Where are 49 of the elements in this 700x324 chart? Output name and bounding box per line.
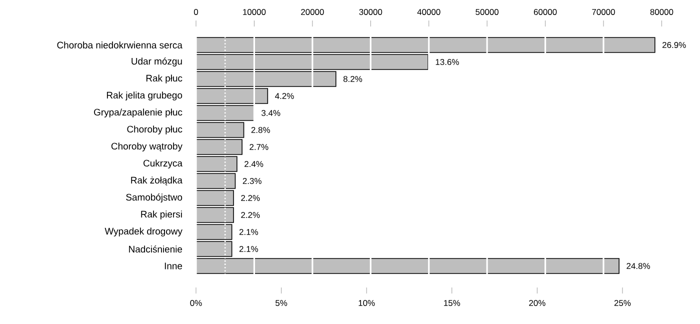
data-label: 13.6% <box>436 59 459 65</box>
bar <box>196 105 254 121</box>
x2-tick-label: 80000 <box>650 8 674 15</box>
y-tick-label: Choroba niedokrwienna serca <box>57 42 182 48</box>
bar <box>196 258 620 274</box>
x2-tick-label: 10000 <box>243 8 266 15</box>
x-tick-label: 25% <box>614 300 631 306</box>
data-label: 2.2% <box>241 212 260 218</box>
x-tick-label: 0% <box>190 300 202 306</box>
data-label: 2.3% <box>242 178 262 184</box>
data-label: 2.4% <box>244 161 264 167</box>
y-tick-label: Choroby wątroby <box>111 142 182 152</box>
x2-tick-label: 40000 <box>417 8 440 15</box>
y-tick-label: Grypa/zapalenie płuc <box>94 108 182 118</box>
y-tick-label: Udar mózgu <box>132 58 182 66</box>
y-tick-label: Samobójstwo <box>126 194 182 202</box>
x-tick-label: 20% <box>529 300 546 306</box>
data-label: 24.8% <box>626 263 650 269</box>
y-tick-label: Wypadek drogowy <box>104 228 182 236</box>
bar <box>196 122 244 138</box>
x-tick-label: 10% <box>358 300 375 306</box>
x2-tick-label: 30000 <box>359 8 382 15</box>
y-tick-label: Inne <box>164 262 182 270</box>
data-label: 2.2% <box>241 195 260 201</box>
x-tick-label: 15% <box>444 300 460 306</box>
y-tick-label: Rak płuc <box>146 74 182 84</box>
y-tick-label: Rak żołądka <box>131 176 182 186</box>
bar <box>196 54 428 70</box>
x2-tick-label: 50000 <box>476 8 499 15</box>
y-tick-label: Cukrzyca <box>144 160 182 168</box>
data-label: 3.4% <box>262 110 280 116</box>
bar <box>196 71 336 87</box>
data-label: 4.2% <box>275 93 294 99</box>
data-label: 2.1% <box>239 246 258 252</box>
data-label: 2.8% <box>251 127 270 133</box>
x2-tick-label: 20000 <box>301 8 324 15</box>
data-label: 2.7% <box>250 144 268 150</box>
y-tick-label: Choroby płuc <box>127 126 182 134</box>
y-tick-label: Rak piersi <box>141 210 182 220</box>
y-tick-label: Rak jelita grubego <box>106 92 182 100</box>
y-tick-label: Nadciśnienie <box>129 245 182 253</box>
x-tick-label: 5% <box>276 300 288 306</box>
data-label: 26.9% <box>662 42 686 48</box>
bar <box>196 38 655 52</box>
x2-tick-label: 60000 <box>534 8 557 15</box>
x2-tick-label: 0 <box>194 8 198 15</box>
data-label: 8.2% <box>343 76 362 82</box>
x2-tick-label: 70000 <box>592 8 615 15</box>
data-label: 2.1% <box>239 229 258 235</box>
